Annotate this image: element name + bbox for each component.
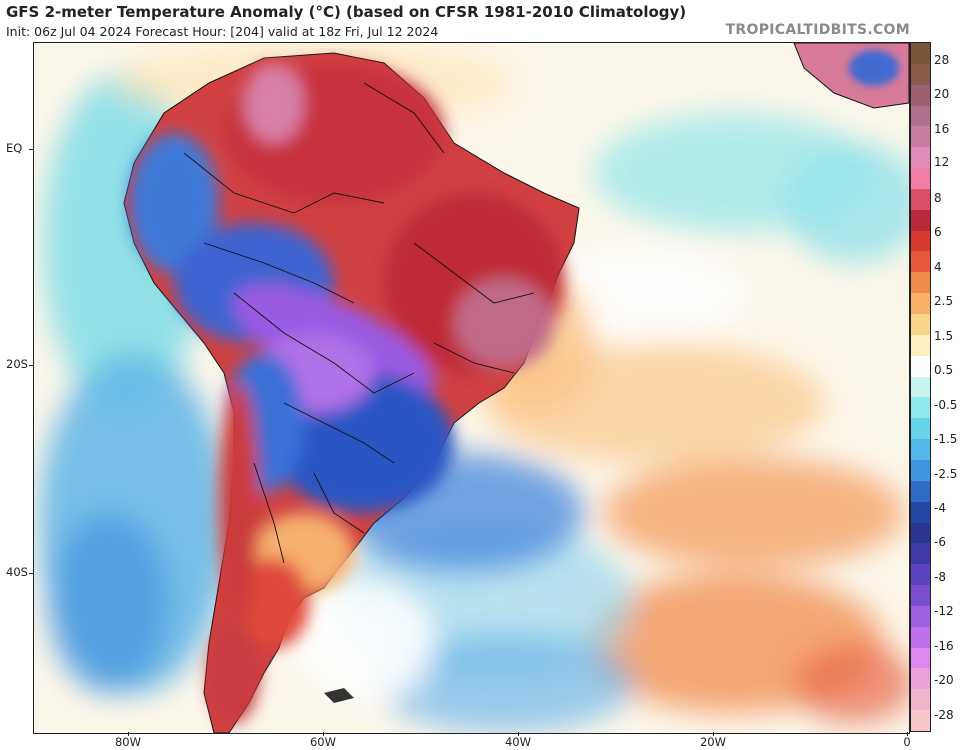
colorbar-segment [911,126,930,148]
colorbar-label: 12 [934,155,950,169]
falkland-islands [324,688,354,703]
colorbar-segment [911,439,930,461]
colorbar-label: -4 [934,501,946,515]
colorbar-segment [911,459,930,482]
lon-tick-0: 0 [903,735,911,749]
colorbar-segment [911,710,930,732]
colorbar-label: -20 [934,673,954,687]
colorbar-label: 20 [934,87,950,101]
lat-tickmark [29,149,33,150]
lat-tickmark [29,365,33,366]
colorbar-label: 16 [934,122,950,136]
lon-tickmark [128,732,129,736]
lon-tick-20w: 20W [699,735,727,749]
lon-tickmark [323,732,324,736]
lat-tick-40s: 40S [6,565,28,579]
colorbar-segment [911,43,930,65]
colorbar-label: -0.5 [934,398,958,412]
colorbar-segment [911,626,930,649]
colorbar-segment [911,585,930,607]
colorbar-segment [911,84,930,107]
colorbar-segment [911,230,930,252]
colorbar-label: 2.5 [934,294,954,308]
colorbar-segment [911,501,930,523]
lon-tickmark [907,732,908,736]
lon-tickmark [713,732,714,736]
colorbar-segment [911,543,930,565]
anomaly-map [33,42,910,734]
brand-watermark: TROPICALTIDBITS.COM [725,22,910,38]
borders [183,82,535,564]
colorbar-label: -6 [934,535,946,549]
map-canvas [39,43,909,733]
lat-tick-20s: 20S [6,357,28,371]
colorbar-label: -16 [934,639,954,653]
colorbar-segment [911,168,930,190]
colorbar-segment [911,293,930,315]
colorbar-segment [911,564,930,586]
colorbar-label: 1.5 [934,329,954,343]
colorbar-segment [911,314,930,336]
colorbar-segment [911,272,930,294]
colorbar-label: -28 [934,708,954,722]
colorbar-segment [911,334,930,357]
colorbar-segment [911,376,930,398]
land-anomaly-field [129,63,564,723]
colorbar-label: -8 [934,570,946,584]
lon-tick-80w: 80W [114,735,142,749]
lat-tick-eq: EQ [6,141,23,155]
colorbar-segment [911,689,930,711]
colorbar-segment [911,647,930,669]
colorbar-segment [911,355,930,378]
colorbar-label: -2.5 [934,467,958,481]
lat-tickmark [29,573,33,574]
africa-corner [793,43,909,109]
colorbar-segment [911,147,930,169]
colorbar-segment [911,605,930,628]
colorbar-segment [911,418,930,440]
lon-tick-60w: 60W [309,735,337,749]
lon-tick-40w: 40W [504,735,532,749]
colorbar-label: -1.5 [934,432,958,446]
colorbar-segment [911,522,930,544]
colorbar-label: 6 [934,225,942,239]
colorbar-segment [911,105,930,127]
lon-tickmark [518,732,519,736]
colorbar-label: 4 [934,260,942,274]
colorbar-segment [911,480,930,503]
colorbar-segment [911,209,930,232]
colorbar-label: 0.5 [934,363,954,377]
colorbar-segment [911,188,930,211]
colorbar-segment [911,63,930,86]
colorbar [910,42,931,732]
map-title: GFS 2-meter Temperature Anomaly (°C) (ba… [6,3,687,21]
colorbar-segment [911,251,930,273]
colorbar-segment [911,397,930,419]
forecast-info: Init: 06z Jul 04 2024 Forecast Hour: [20… [6,24,439,39]
colorbar-label: 8 [934,191,942,205]
colorbar-segment [911,668,930,690]
colorbar-label: 28 [934,53,950,67]
colorbar-label: -12 [934,604,954,618]
